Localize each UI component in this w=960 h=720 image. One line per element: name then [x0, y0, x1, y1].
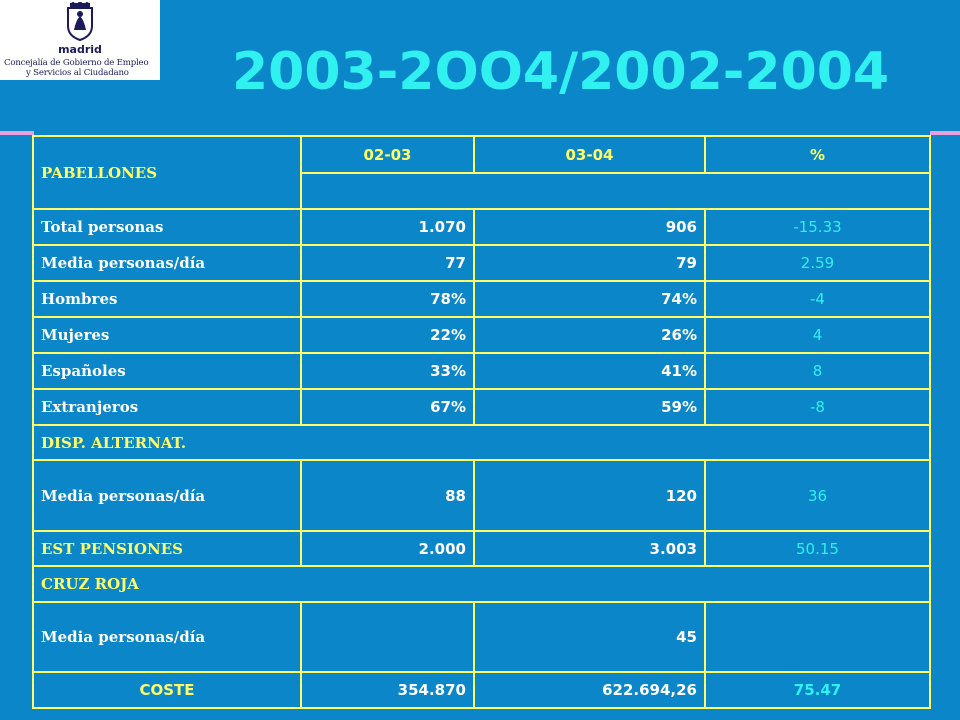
- header-percent: %: [704, 135, 931, 174]
- table-row: Hombres 78% 74% -4: [32, 280, 931, 318]
- table-row: EST PENSIONES 2.000 3.003 50.15: [32, 530, 931, 567]
- section-row: CRUZ ROJA: [32, 565, 931, 603]
- table-row: Total personas 1.070 906 -15.33: [32, 208, 931, 246]
- section-cruz-roja: CRUZ ROJA: [32, 565, 931, 603]
- value-02-03: [300, 601, 475, 673]
- value-percent: 4: [704, 316, 931, 354]
- value-02-03: 22%: [300, 316, 475, 354]
- value-03-04: 3.003: [473, 530, 706, 567]
- value-03-04: 41%: [473, 352, 706, 390]
- value-02-03: 1.070: [300, 208, 475, 246]
- accent-bar-left: [0, 131, 34, 135]
- value-02-03: 88: [300, 459, 475, 532]
- madrid-crest-icon: [67, 2, 93, 42]
- table-row: Media personas/día 88 120 36: [32, 459, 931, 532]
- coste-label: COSTE: [32, 671, 302, 709]
- value-percent: 50.15: [704, 530, 931, 567]
- accent-bar-right: [930, 131, 960, 135]
- table-row: Media personas/día 45: [32, 601, 931, 673]
- table-row: Media personas/día 77 79 2.59: [32, 244, 931, 282]
- value-percent: -4: [704, 280, 931, 318]
- table-row: Extranjeros 67% 59% -8: [32, 388, 931, 426]
- row-label: Media personas/día: [32, 601, 302, 673]
- value-03-04: 79: [473, 244, 706, 282]
- value-02-03: 78%: [300, 280, 475, 318]
- value-02-03: 67%: [300, 388, 475, 426]
- section-row: DISP. ALTERNAT.: [32, 424, 931, 461]
- value-percent: 8: [704, 352, 931, 390]
- coste-03-04: 622.694,26: [473, 671, 706, 709]
- row-label: Extranjeros: [32, 388, 302, 426]
- row-label: Hombres: [32, 280, 302, 318]
- logo-line1: Concejalía de Gobierno de Empleo: [4, 58, 149, 68]
- table-row: Mujeres 22% 26% 4: [32, 316, 931, 354]
- header-03-04: 03-04: [473, 135, 706, 174]
- page-title: 2003-2OO4/2002-2004: [232, 42, 890, 102]
- value-03-04: 906: [473, 208, 706, 246]
- value-02-03: 2.000: [300, 530, 475, 567]
- value-percent: -15.33: [704, 208, 931, 246]
- section-disp-alternat: DISP. ALTERNAT.: [32, 424, 931, 461]
- row-label: Media personas/día: [32, 244, 302, 282]
- value-02-03: 77: [300, 244, 475, 282]
- value-03-04: 120: [473, 459, 706, 532]
- header-02-03: 02-03: [300, 135, 475, 174]
- coste-row: COSTE 354.870 622.694,26 75.47: [32, 671, 931, 709]
- value-percent: 36: [704, 459, 931, 532]
- coste-02-03: 354.870: [300, 671, 475, 709]
- section-pabellones: PABELLONES: [32, 135, 302, 210]
- logo: madrid Concejalía de Gobierno de Empleo …: [0, 0, 160, 80]
- value-percent: 2.59: [704, 244, 931, 282]
- logo-city: madrid: [58, 43, 102, 56]
- value-percent: -8: [704, 388, 931, 426]
- value-02-03: 33%: [300, 352, 475, 390]
- section-est-pensiones: EST PENSIONES: [32, 530, 302, 567]
- row-label: Españoles: [32, 352, 302, 390]
- value-percent: [704, 601, 931, 673]
- data-table: PABELLONES 02-03 03-04 % Total personas …: [32, 135, 931, 709]
- header-row: PABELLONES 02-03 03-04 %: [32, 135, 931, 210]
- row-label: Mujeres: [32, 316, 302, 354]
- value-03-04: 26%: [473, 316, 706, 354]
- value-03-04: 45: [473, 601, 706, 673]
- table-row: Españoles 33% 41% 8: [32, 352, 931, 390]
- logo-line2: y Servicios al Ciudadano: [26, 68, 129, 78]
- section-pabellones-fill: [300, 172, 931, 210]
- row-label: Media personas/día: [32, 459, 302, 532]
- value-03-04: 74%: [473, 280, 706, 318]
- value-03-04: 59%: [473, 388, 706, 426]
- coste-percent: 75.47: [704, 671, 931, 709]
- row-label: Total personas: [32, 208, 302, 246]
